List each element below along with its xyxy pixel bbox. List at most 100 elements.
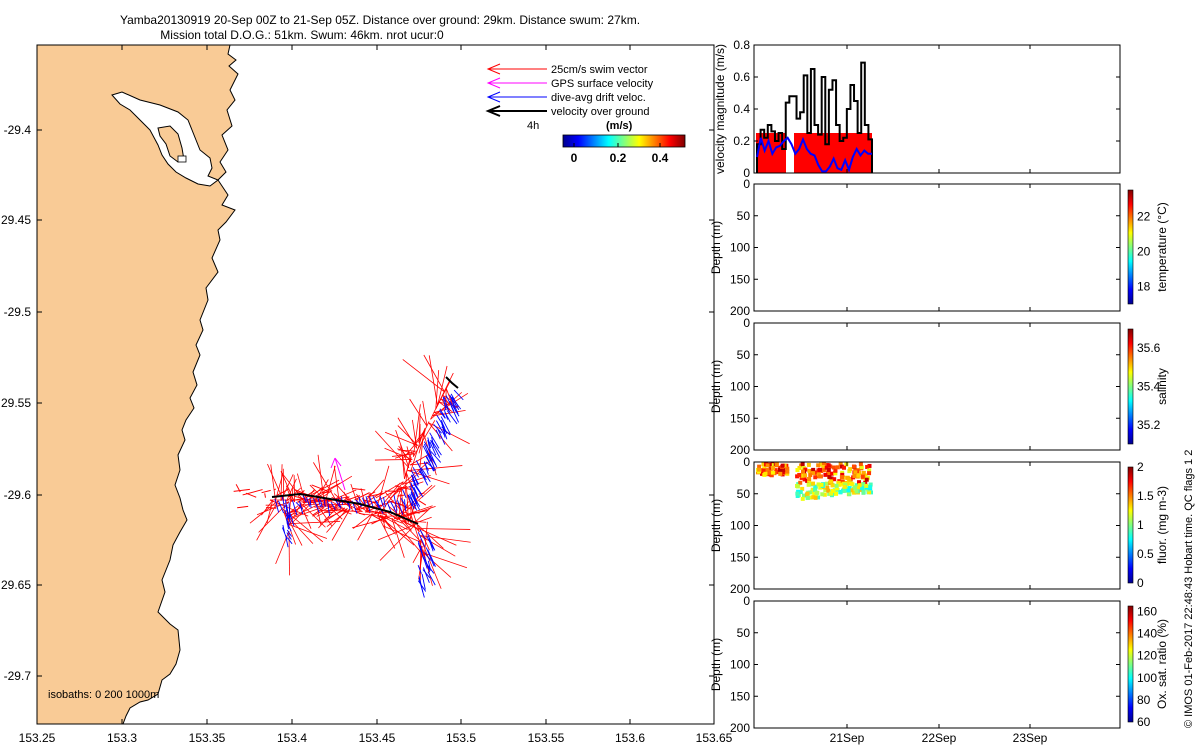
map-vector xyxy=(433,408,450,413)
map-vector xyxy=(299,500,304,515)
map-vector xyxy=(410,436,423,472)
fluor-point xyxy=(847,477,852,482)
map-vector xyxy=(409,493,418,511)
fluor-point xyxy=(867,490,872,495)
fluor-point xyxy=(842,488,847,493)
colorbar-tick-label: 0 xyxy=(571,151,578,165)
map-vector xyxy=(443,396,450,412)
fluor-point xyxy=(833,468,838,473)
fluor-point xyxy=(798,480,803,485)
map-xtick-label: 153.3 xyxy=(107,731,137,745)
map-vector xyxy=(291,497,304,502)
fluor-point xyxy=(763,471,768,476)
map-vector xyxy=(365,496,371,513)
date-tick-label: 22Sep xyxy=(922,731,957,745)
fluor-point xyxy=(842,465,847,470)
map-vector xyxy=(324,507,346,513)
fluor-point xyxy=(761,462,766,467)
map-vector xyxy=(410,482,418,497)
panel-3-ytick-label: 50 xyxy=(737,487,751,501)
fluor-point xyxy=(826,467,831,472)
legend-gps-arrow xyxy=(486,77,547,89)
panel-0-ytick-label: 0.2 xyxy=(733,134,750,148)
map-vector xyxy=(439,408,446,419)
map-ytick-label: -29.5 xyxy=(4,305,32,319)
legend-gps-label: GPS surface velocity xyxy=(551,78,654,90)
map-vector xyxy=(446,410,458,425)
series-dive-avg-drift xyxy=(756,136,872,173)
map-vector xyxy=(397,517,422,543)
fluor-point xyxy=(823,472,828,477)
map-vector xyxy=(433,412,447,415)
panel-4-frame xyxy=(753,600,1121,729)
map-vector xyxy=(423,354,445,393)
map-vector xyxy=(387,505,407,523)
map-vector xyxy=(429,441,437,456)
fluor-point xyxy=(800,462,805,467)
fluor-point xyxy=(867,463,872,468)
map-vector xyxy=(286,520,341,525)
map-vector xyxy=(401,459,431,485)
map-vector xyxy=(418,528,457,546)
map-vector xyxy=(372,495,380,509)
map-vector xyxy=(302,495,307,503)
map-vector xyxy=(379,496,384,507)
colorbar-tick-label: 160 xyxy=(1137,605,1157,619)
fluor-point xyxy=(821,464,826,469)
panel-2-ytick-label: 50 xyxy=(737,348,751,362)
fluor-point xyxy=(785,466,790,471)
map-vector xyxy=(426,456,434,472)
fluor-point xyxy=(785,471,790,476)
map-vector xyxy=(384,447,413,460)
date-tick-label: 21Sep xyxy=(830,731,865,745)
panel-2-ylabel: Depth (m) xyxy=(709,360,723,413)
map-vector xyxy=(336,484,361,512)
fluor-point xyxy=(844,486,849,491)
fluor-point xyxy=(846,488,851,493)
map-vector xyxy=(413,492,418,507)
fluor-point xyxy=(830,471,835,476)
map-vector xyxy=(427,534,436,551)
fluor-point xyxy=(863,473,868,478)
fluor-point xyxy=(800,473,805,478)
panel-4-ytick-label: 200 xyxy=(730,721,750,735)
map-vector xyxy=(440,416,452,435)
map-vector xyxy=(412,429,426,446)
map-vector xyxy=(449,394,460,411)
fluor-point xyxy=(813,484,818,489)
map-vector xyxy=(423,433,437,476)
map-vector xyxy=(285,534,289,548)
map-vector xyxy=(394,450,416,459)
fluor-point xyxy=(818,467,823,472)
fluor-point xyxy=(851,464,856,469)
map-vector xyxy=(285,478,297,502)
map-vector xyxy=(264,493,266,498)
map-vector xyxy=(286,522,292,532)
panel-2-ytick-label: 0 xyxy=(743,316,750,330)
fluor-point xyxy=(795,491,800,496)
map-vector xyxy=(319,491,332,494)
map-vector xyxy=(421,573,426,590)
map-vector xyxy=(422,567,430,583)
map-xtick-label: 153.5 xyxy=(446,731,476,745)
map-vector xyxy=(422,569,431,579)
map-vector xyxy=(405,451,413,477)
map-vector xyxy=(397,448,415,455)
panel-0-ytick-label: 0 xyxy=(743,166,750,180)
fluor-point xyxy=(798,490,803,495)
fluor-point xyxy=(770,465,775,470)
map-vector xyxy=(422,400,428,427)
map-vector xyxy=(330,501,336,510)
fluor-point xyxy=(867,485,872,490)
map-vector xyxy=(403,520,412,531)
fluor-point xyxy=(865,464,870,469)
map-vector xyxy=(431,436,435,448)
map-ytick-label: -29.7 xyxy=(4,669,32,683)
map-vector xyxy=(421,554,428,569)
colorbar-tick-label: 120 xyxy=(1137,649,1157,663)
fluor-point xyxy=(832,477,837,482)
colorbar-tick-label: 1 xyxy=(1137,518,1144,532)
map-vector xyxy=(344,497,371,514)
map-vector xyxy=(411,498,414,510)
